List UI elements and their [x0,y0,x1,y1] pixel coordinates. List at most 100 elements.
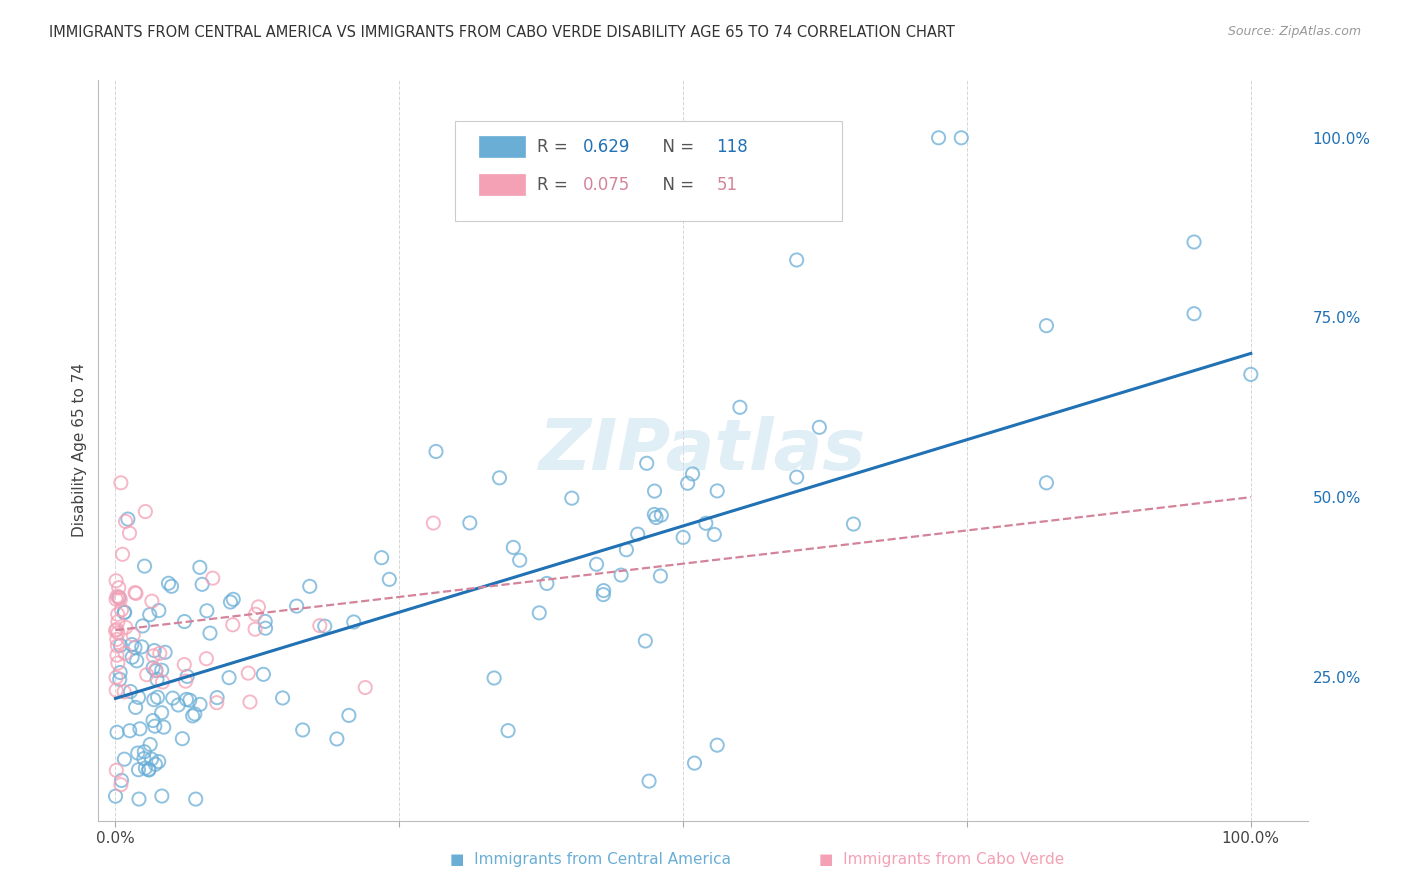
Point [173,657,195,672]
Point [842,517,865,532]
Point [179,693,201,707]
Point [928,130,950,145]
Text: IMMIGRANTS FROM CENTRAL AMERICA VS IMMIGRANTS FROM CABO VERDE DISABILITY AGE 65 : IMMIGRANTS FROM CENTRAL AMERICA VS IMMIG… [49,25,955,40]
Point [219,595,242,609]
Point [638,774,661,789]
Point [105,725,128,739]
Point [627,527,650,541]
Point [105,623,128,637]
Point [218,671,240,685]
Point [112,685,135,699]
Point [191,577,214,591]
Point [561,491,583,506]
Point [201,571,224,585]
Point [644,484,666,499]
Point [650,508,672,523]
Point [650,569,672,583]
Point [174,674,197,689]
Point [110,639,132,653]
Point [173,615,195,629]
FancyBboxPatch shape [479,174,526,195]
Point [143,643,166,657]
Point [254,621,277,635]
Point [110,475,132,490]
Point [592,588,614,602]
Point [239,695,262,709]
Point [950,130,973,145]
Text: N =: N = [652,138,700,156]
Point [536,576,558,591]
Point [378,573,401,587]
Point [188,560,211,574]
Point [138,763,160,777]
Point [124,585,146,599]
Point [592,583,614,598]
Point [134,745,156,759]
Point [585,558,607,572]
Point [252,667,274,681]
Text: ■  Immigrants from Cabo Verde: ■ Immigrants from Cabo Verde [820,852,1064,867]
Point [247,599,270,614]
Point [112,606,135,620]
Point [110,592,132,607]
Point [145,663,167,677]
Point [482,671,505,685]
Text: 51: 51 [716,177,737,194]
Point [114,646,136,660]
Point [706,738,728,752]
Point [143,719,166,733]
Text: ZIPatlas: ZIPatlas [540,416,866,485]
Point [131,619,153,633]
Point [107,615,129,629]
Point [145,664,167,678]
Point [786,252,808,267]
Point [107,625,129,640]
Point [129,722,152,736]
Point [121,638,143,652]
Point [728,401,751,415]
Point [104,624,127,638]
Point [107,639,129,653]
Point [124,700,146,714]
Point [291,723,314,737]
Point [107,656,129,670]
Point [108,591,131,605]
Text: 0.629: 0.629 [583,138,631,156]
Point [672,530,695,544]
Point [118,526,141,541]
Point [150,663,173,677]
Text: R =: R = [537,177,574,194]
Point [150,706,173,720]
Point [808,420,831,434]
Point [422,516,444,530]
Point [245,607,267,622]
Point [146,690,169,705]
Point [110,778,132,792]
Point [134,504,156,518]
Point [125,586,148,600]
Text: N =: N = [652,177,700,194]
Point [110,773,132,788]
Point [104,789,127,804]
Point [122,628,145,642]
Point [114,515,136,529]
Point [108,665,131,680]
Point [285,599,308,614]
Point [128,690,150,705]
Point [184,792,207,806]
Y-axis label: Disability Age 65 to 74: Disability Age 65 to 74 [72,363,87,538]
Point [160,579,183,593]
Point [132,751,155,765]
Point [343,615,366,629]
Point [636,456,658,470]
Point [337,708,360,723]
Point [127,746,149,760]
Point [153,645,176,659]
Point [176,669,198,683]
Point [195,651,218,665]
Point [205,690,228,705]
Point [195,604,218,618]
Text: ■  Immigrants from Central America: ■ Immigrants from Central America [450,852,731,867]
Point [703,527,725,541]
Point [1035,318,1057,333]
